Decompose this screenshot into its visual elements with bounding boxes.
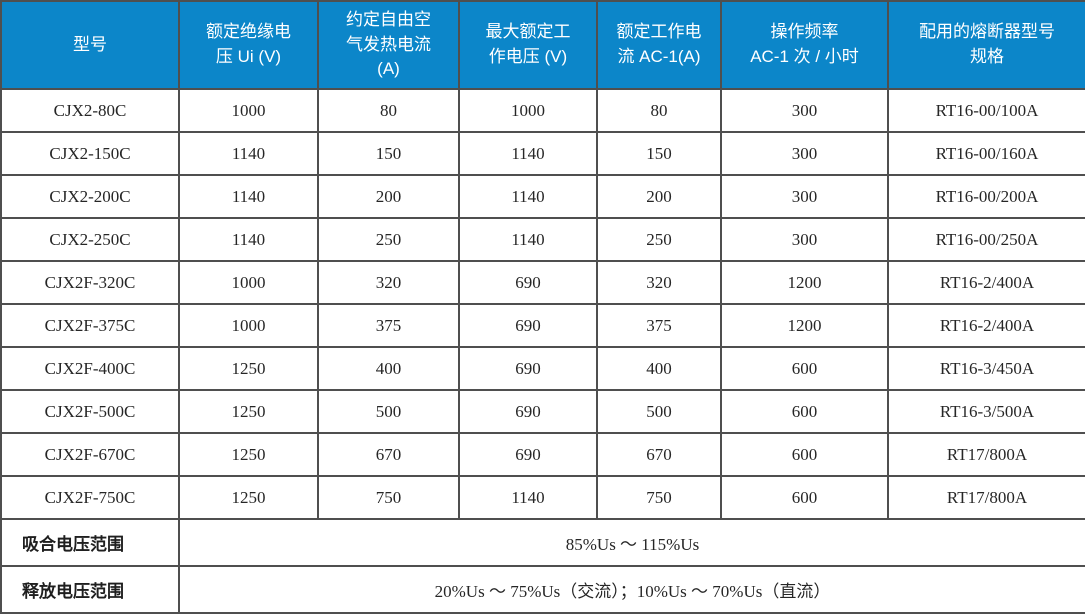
cell-max-working-voltage: 690 <box>458 260 598 305</box>
release-voltage-row: 释放电压范围 20%Us ～ 75%Us（交流）；10%Us ～ 70%Us（直… <box>0 565 1085 614</box>
col-header-model: 型号 <box>0 0 180 90</box>
table-row: CJX2F-400C 1250 400 690 400 600 RT16-3/4… <box>0 346 1085 391</box>
cell-fuse-spec: RT17/800A <box>887 475 1085 520</box>
table-row: CJX2F-320C 1000 320 690 320 1200 RT16-2/… <box>0 260 1085 305</box>
cell-max-working-voltage: 1140 <box>458 217 598 262</box>
cell-fuse-spec: RT16-00/200A <box>887 174 1085 219</box>
cell-model: CJX2-150C <box>0 131 180 176</box>
cell-model: CJX2F-320C <box>0 260 180 305</box>
release-voltage-range-value: 20%Us ～ 75%Us（交流）；10%Us ～ 70%Us（直流） <box>178 565 1085 614</box>
cell-thermal-current: 80 <box>317 88 460 133</box>
cell-model: CJX2F-400C <box>0 346 180 391</box>
cell-insulation-voltage: 1250 <box>178 389 319 434</box>
cell-thermal-current: 200 <box>317 174 460 219</box>
cell-thermal-current: 150 <box>317 131 460 176</box>
col-header-rated-insulation-voltage: 额定绝缘电 压 Ui (V) <box>178 0 319 90</box>
cell-operating-frequency: 300 <box>720 217 889 262</box>
cell-operating-frequency: 300 <box>720 88 889 133</box>
cell-fuse-spec: RT16-00/100A <box>887 88 1085 133</box>
cell-max-working-voltage: 1140 <box>458 475 598 520</box>
pickup-voltage-row: 吸合电压范围 85%Us ～ 115%Us <box>0 518 1085 567</box>
cell-working-current: 400 <box>596 346 722 391</box>
cell-insulation-voltage: 1140 <box>178 131 319 176</box>
cell-thermal-current: 250 <box>317 217 460 262</box>
cell-working-current: 375 <box>596 303 722 348</box>
cell-insulation-voltage: 1140 <box>178 217 319 262</box>
cell-fuse-spec: RT16-3/500A <box>887 389 1085 434</box>
cell-fuse-spec: RT17/800A <box>887 432 1085 477</box>
cell-thermal-current: 320 <box>317 260 460 305</box>
cell-working-current: 500 <box>596 389 722 434</box>
cell-model: CJX2-80C <box>0 88 180 133</box>
cell-max-working-voltage: 690 <box>458 432 598 477</box>
cell-thermal-current: 400 <box>317 346 460 391</box>
header-row: 型号 额定绝缘电 压 Ui (V) 约定自由空 气发热电流 (A) 最大额定工 … <box>0 0 1085 90</box>
cell-operating-frequency: 600 <box>720 346 889 391</box>
cell-working-current: 670 <box>596 432 722 477</box>
cell-max-working-voltage: 1140 <box>458 131 598 176</box>
pickup-voltage-range-value: 85%Us ～ 115%Us <box>178 518 1085 567</box>
cell-fuse-spec: RT16-00/160A <box>887 131 1085 176</box>
col-header-operating-frequency: 操作频率 AC-1 次 / 小时 <box>720 0 889 90</box>
cell-fuse-spec: RT16-2/400A <box>887 260 1085 305</box>
cell-model: CJX2F-375C <box>0 303 180 348</box>
cell-thermal-current: 670 <box>317 432 460 477</box>
cell-thermal-current: 375 <box>317 303 460 348</box>
pickup-voltage-range-label: 吸合电压范围 <box>0 518 180 567</box>
cell-max-working-voltage: 690 <box>458 303 598 348</box>
cell-operating-frequency: 1200 <box>720 303 889 348</box>
cell-max-working-voltage: 1000 <box>458 88 598 133</box>
table-row: CJX2-200C 1140 200 1140 200 300 RT16-00/… <box>0 174 1085 219</box>
col-header-free-air-thermal-current: 约定自由空 气发热电流 (A) <box>317 0 460 90</box>
col-header-rated-working-current-ac1: 额定工作电 流 AC-1(A) <box>596 0 722 90</box>
table-row: CJX2F-500C 1250 500 690 500 600 RT16-3/5… <box>0 389 1085 434</box>
col-header-fuse-model-spec: 配用的熔断器型号 规格 <box>887 0 1085 90</box>
release-voltage-range-label: 释放电压范围 <box>0 565 180 614</box>
cell-thermal-current: 750 <box>317 475 460 520</box>
table-row: CJX2F-670C 1250 670 690 670 600 RT17/800… <box>0 432 1085 477</box>
cell-thermal-current: 500 <box>317 389 460 434</box>
cell-insulation-voltage: 1250 <box>178 432 319 477</box>
cell-insulation-voltage: 1000 <box>178 303 319 348</box>
cell-operating-frequency: 600 <box>720 389 889 434</box>
cell-max-working-voltage: 1140 <box>458 174 598 219</box>
cell-model: CJX2F-670C <box>0 432 180 477</box>
cell-fuse-spec: RT16-00/250A <box>887 217 1085 262</box>
table-row: CJX2F-375C 1000 375 690 375 1200 RT16-2/… <box>0 303 1085 348</box>
table-row: CJX2-150C 1140 150 1140 150 300 RT16-00/… <box>0 131 1085 176</box>
table-row: CJX2-80C 1000 80 1000 80 300 RT16-00/100… <box>0 88 1085 133</box>
cell-operating-frequency: 300 <box>720 131 889 176</box>
cell-operating-frequency: 600 <box>720 475 889 520</box>
cell-fuse-spec: RT16-2/400A <box>887 303 1085 348</box>
cell-operating-frequency: 1200 <box>720 260 889 305</box>
col-header-max-rated-working-voltage: 最大额定工 作电压 (V) <box>458 0 598 90</box>
cell-insulation-voltage: 1250 <box>178 346 319 391</box>
table-row: CJX2F-750C 1250 750 1140 750 600 RT17/80… <box>0 475 1085 520</box>
cell-max-working-voltage: 690 <box>458 346 598 391</box>
cell-insulation-voltage: 1250 <box>178 475 319 520</box>
cell-model: CJX2-200C <box>0 174 180 219</box>
cell-working-current: 200 <box>596 174 722 219</box>
cell-working-current: 750 <box>596 475 722 520</box>
cell-working-current: 320 <box>596 260 722 305</box>
cell-fuse-spec: RT16-3/450A <box>887 346 1085 391</box>
cell-model: CJX2F-500C <box>0 389 180 434</box>
cell-max-working-voltage: 690 <box>458 389 598 434</box>
cell-insulation-voltage: 1000 <box>178 88 319 133</box>
cell-working-current: 80 <box>596 88 722 133</box>
cell-working-current: 250 <box>596 217 722 262</box>
cell-operating-frequency: 300 <box>720 174 889 219</box>
cell-insulation-voltage: 1140 <box>178 174 319 219</box>
cell-insulation-voltage: 1000 <box>178 260 319 305</box>
cell-working-current: 150 <box>596 131 722 176</box>
cell-model: CJX2-250C <box>0 217 180 262</box>
table-row: CJX2-250C 1140 250 1140 250 300 RT16-00/… <box>0 217 1085 262</box>
cell-model: CJX2F-750C <box>0 475 180 520</box>
cell-operating-frequency: 600 <box>720 432 889 477</box>
